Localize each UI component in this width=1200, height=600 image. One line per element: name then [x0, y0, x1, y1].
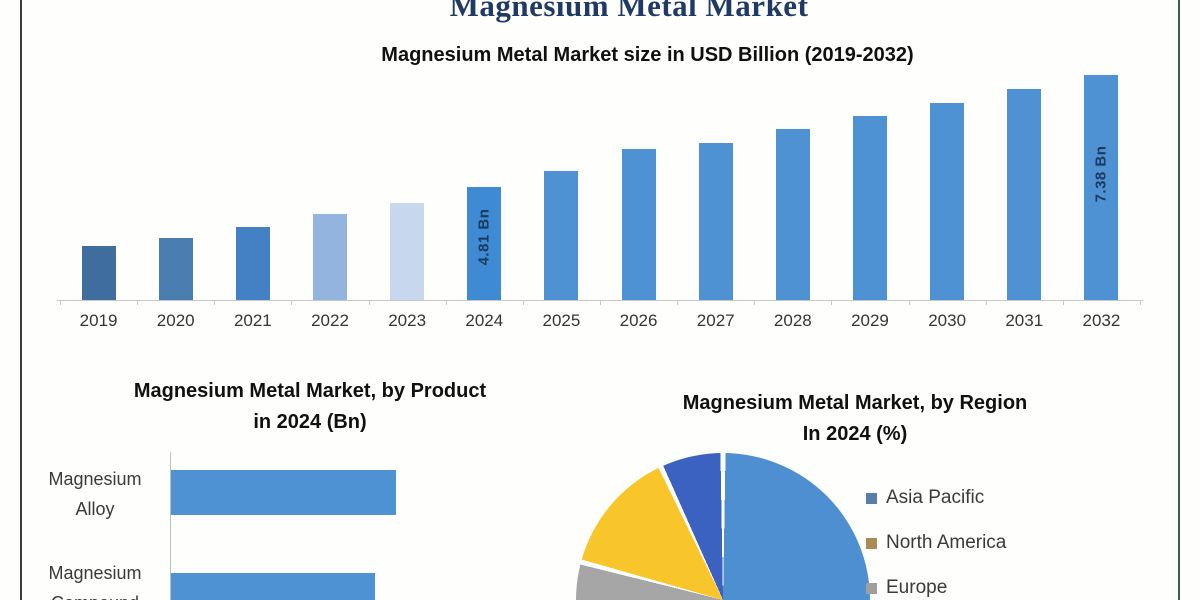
region-chart-title-line1: Magnesium Metal Market, by Region — [682, 392, 1028, 414]
product-label-line: Magnesium — [48, 469, 142, 489]
bar-slot-2029 — [831, 0, 908, 300]
bar-slot-2019 — [60, 0, 137, 300]
legend-swatch-icon — [866, 492, 877, 504]
bar-2020 — [158, 238, 193, 300]
axis-tick — [1062, 301, 1064, 305]
x-axis-line — [57, 300, 1143, 301]
bar-slot-2031 — [986, 0, 1063, 300]
bar-slot-2028 — [754, 0, 831, 300]
region-chart-title: Magnesium Metal Market, by Region In 202… — [630, 388, 1080, 450]
product-chart-title: Magnesium Metal Market, by Product in 20… — [40, 376, 580, 438]
x-axis-label-2028: 2028 — [773, 311, 812, 330]
bar-2032: 7.38 Bn — [1084, 75, 1119, 300]
product-chart-title-line2: in 2024 (Bn) — [253, 411, 367, 433]
product-bar-1 — [171, 573, 375, 600]
legend-label: Asia Pacific — [886, 487, 985, 508]
axis-tick — [368, 301, 370, 305]
axis-tick — [522, 301, 524, 305]
x-axis-label-2019: 2019 — [79, 311, 118, 330]
product-label-line: Alloy — [75, 499, 115, 519]
x-axis-labels: 2019 2020 2021 2022 2023 2024 2025 2026 2027 2028… — [60, 311, 1140, 331]
bar-slot-2025 — [523, 0, 600, 300]
bar-slot-2032: 7.38 Bn — [1063, 0, 1140, 300]
axis-tick — [985, 301, 987, 305]
bar-chart-title: Magnesium Metal Market size in USD Billi… — [381, 44, 914, 66]
bar-2022 — [312, 214, 347, 300]
bar-2029 — [852, 116, 887, 300]
bar-2028 — [775, 129, 810, 300]
legend-label: Europe — [886, 577, 948, 598]
product-chart-title-line1: Magnesium Metal Market, by Product — [133, 380, 487, 402]
x-axis-label-2031: 2031 — [1005, 311, 1044, 330]
axis-tick — [445, 301, 447, 305]
right-frame-border — [1178, 0, 1180, 600]
x-axis-label-2032: 2032 — [1082, 311, 1121, 330]
legend-item-asia-pacific: Asia Pacific — [866, 487, 1006, 509]
x-axis-label-2026: 2026 — [619, 311, 658, 330]
pie-graphic — [576, 453, 870, 600]
axis-tick — [291, 301, 293, 305]
x-axis-label-2022: 2022 — [311, 311, 349, 330]
bar-slot-2026 — [600, 0, 677, 300]
bar-slot-2022 — [291, 0, 368, 300]
axis-tick — [754, 301, 756, 305]
axis-tick — [137, 301, 139, 305]
legend-item-north-america: North America — [866, 532, 1006, 554]
product-label-line: Magnesium — [48, 563, 142, 583]
axis-tick — [600, 301, 601, 305]
left-frame-border — [20, 0, 22, 600]
legend-label: North America — [886, 532, 1007, 553]
bar-2027 — [698, 143, 733, 300]
y-axis-line — [170, 452, 171, 600]
x-axis-label-2030: 2030 — [928, 311, 967, 330]
bar-2021 — [235, 227, 270, 300]
axis-tick — [831, 301, 833, 305]
x-axis-label-2020: 2020 — [156, 311, 195, 330]
bar-2030 — [930, 103, 965, 300]
bar-slot-2023 — [369, 0, 446, 300]
x-axis-label-2029: 2029 — [851, 311, 889, 330]
x-axis-label-2023: 2023 — [388, 311, 427, 330]
x-axis-label-2027: 2027 — [696, 311, 735, 330]
product-label-1: Magnesium Compound — [30, 558, 160, 600]
bar-2019 — [81, 246, 116, 300]
x-axis-label-2021: 2021 — [233, 311, 272, 330]
bar-slot-2030 — [909, 0, 986, 300]
page-title: Magnesium Metal Market — [449, 0, 809, 23]
bar-slot-2027 — [677, 0, 754, 300]
axis-tick — [677, 301, 679, 305]
bar-2031 — [1007, 89, 1042, 300]
bar-2023 — [390, 203, 425, 300]
bar-slot-2020 — [137, 0, 214, 300]
axis-tick — [60, 301, 61, 305]
bar-2026 — [621, 149, 656, 300]
bar-2025 — [544, 171, 579, 300]
pie-legend: Asia Pacific North America Europe — [866, 487, 1006, 600]
axis-tick — [908, 301, 910, 305]
x-axis-label-2025: 2025 — [542, 311, 581, 330]
axis-tick — [214, 301, 216, 305]
bar-slot-2021 — [214, 0, 291, 300]
x-axis-label-2024: 2024 — [465, 311, 504, 330]
product-bar-0 — [171, 470, 396, 515]
legend-swatch-icon — [866, 582, 877, 594]
legend-item-europe: Europe — [866, 577, 1006, 599]
axis-tick — [1140, 301, 1141, 305]
bar-chart-plot-area: 4.81 Bn 7.38 Bn — [60, 0, 1140, 300]
product-label-0: Magnesium Alloy — [30, 464, 160, 524]
product-label-line: Compound — [30, 588, 160, 600]
bar-2024: 4.81 Bn — [467, 187, 502, 300]
bar-slot-2024: 4.81 Bn — [446, 0, 523, 300]
region-chart-title-line2: In 2024 (%) — [802, 423, 908, 445]
legend-swatch-icon — [866, 537, 877, 549]
